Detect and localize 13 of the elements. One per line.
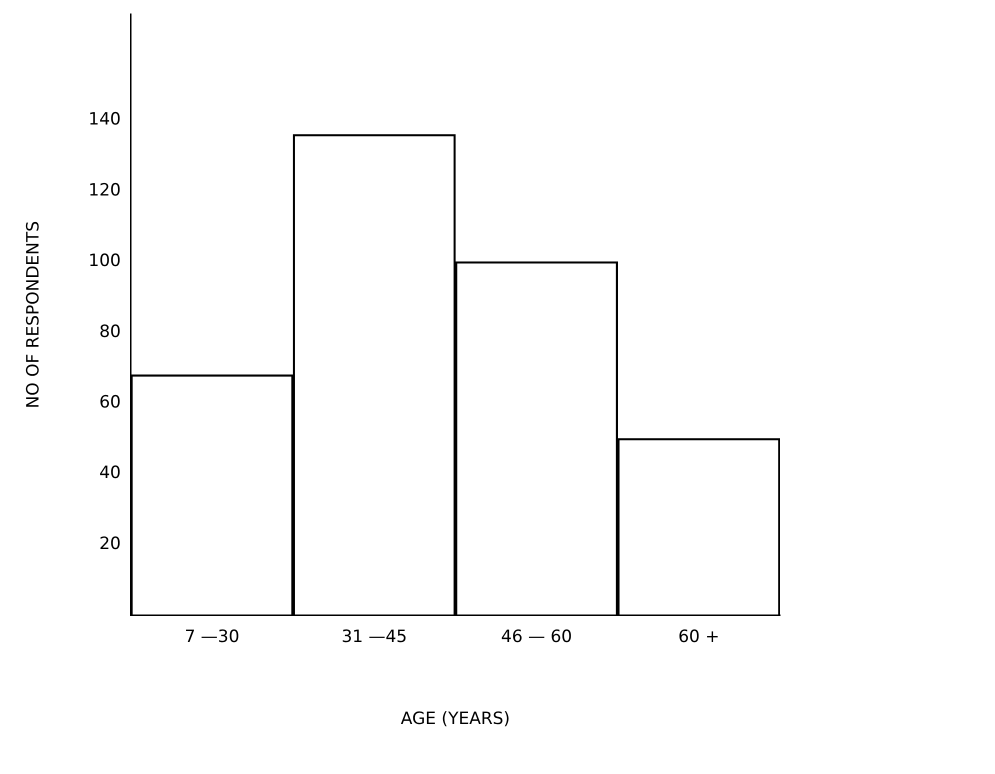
x-tick-label: 46 — 60 [501, 626, 572, 647]
y-tick-label: 80 [99, 322, 121, 342]
x-tick-label: 31 —45 [341, 626, 408, 647]
x-tick-label: 7 —30 [184, 626, 240, 647]
x-tick-label: 60 + [678, 626, 720, 647]
y-tick-label: 40 [99, 463, 121, 484]
y-tick-label: 140 [88, 110, 121, 130]
y-tick-label: 20 [99, 534, 121, 554]
y-tick-label: 100 [88, 251, 121, 272]
y-tick-label: 120 [88, 180, 121, 200]
y-axis-title: NO OF RESPONDENTS [24, 220, 44, 408]
x-axis-title: AGE (YEARS) [400, 709, 510, 730]
y-tick-label: 60 [99, 392, 121, 413]
